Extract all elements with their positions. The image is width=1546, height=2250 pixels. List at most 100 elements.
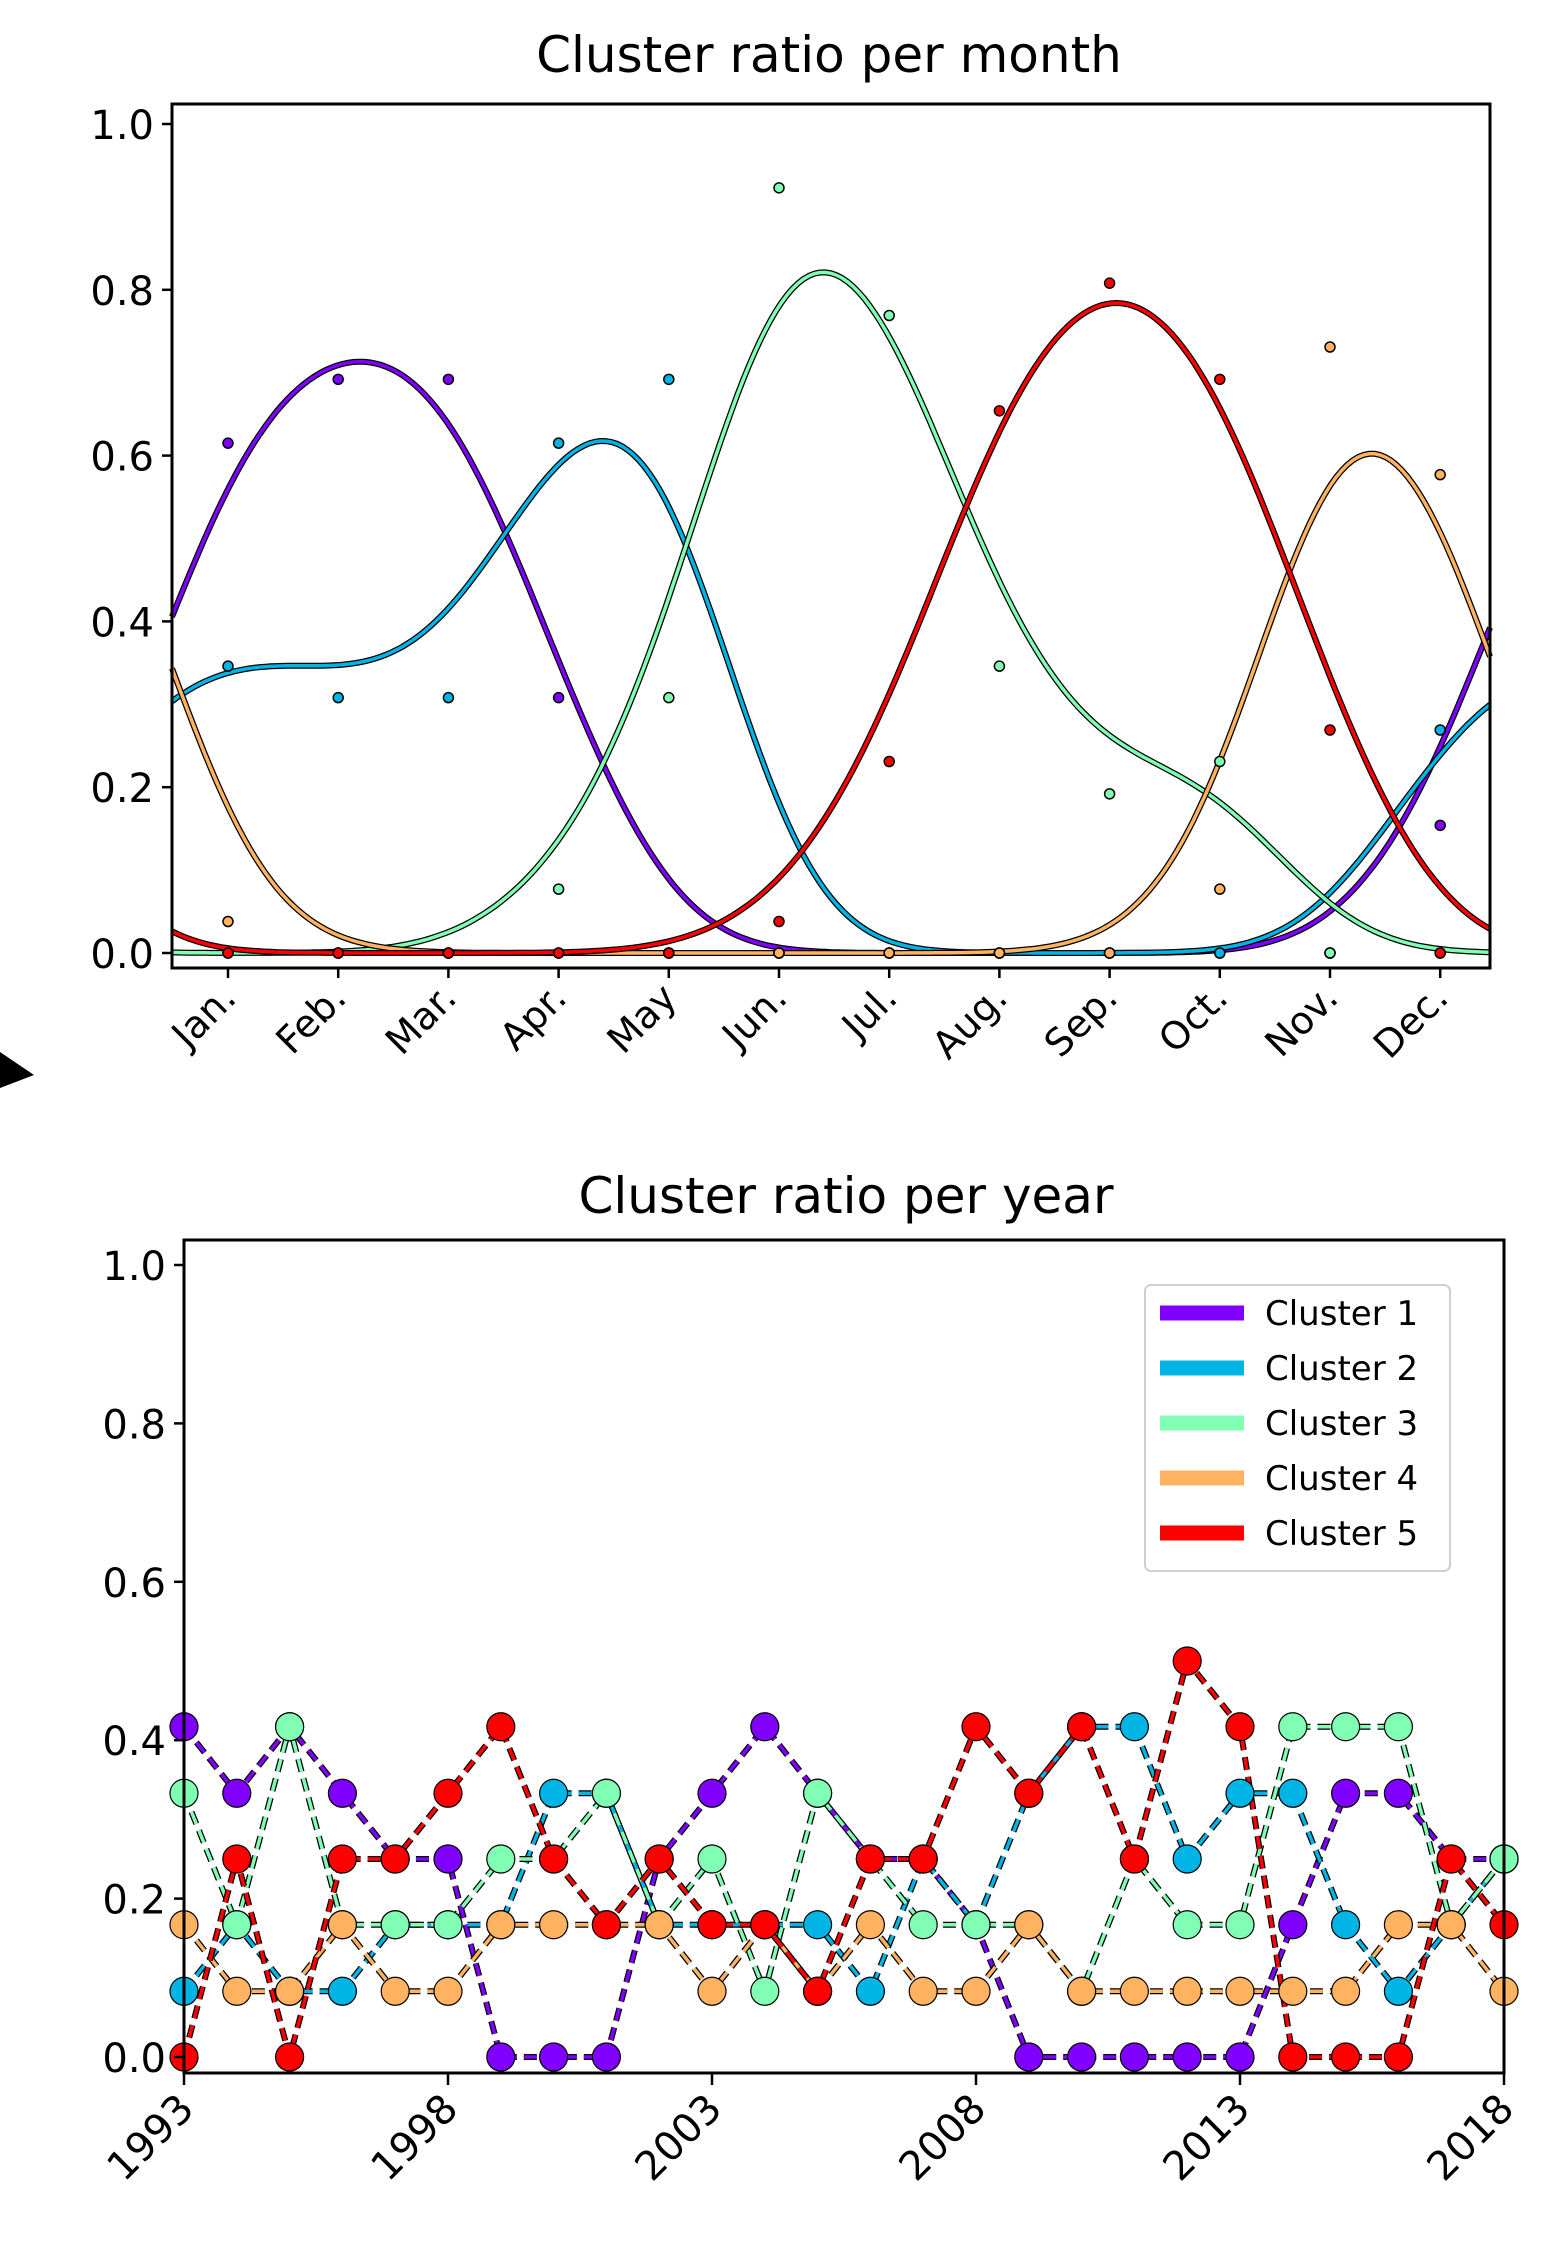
yearly-marker <box>538 1778 569 1808</box>
x-tick-label: 2008 <box>891 2086 996 2191</box>
monthly-point <box>1214 947 1226 959</box>
monthly-point <box>993 947 1006 959</box>
monthly-point <box>442 947 455 959</box>
monthly-curve-5 <box>171 301 1491 955</box>
yearly-marker <box>1225 1712 1255 1742</box>
yearly-marker <box>1278 1712 1308 1742</box>
yearly-marker <box>591 1778 622 1808</box>
monthly-curve-outline-5 <box>170 299 1492 956</box>
yearly-marker <box>1225 2042 1255 2072</box>
y-tick-label: 0.6 <box>102 1561 166 1607</box>
yearly-marker <box>908 1976 938 2006</box>
monthly-chart-title: Cluster ratio per month <box>536 26 1122 84</box>
yearly-marker <box>380 1976 410 2006</box>
y-tick-label: 1.0 <box>102 1244 166 1290</box>
yearly-marker <box>1172 2042 1202 2072</box>
yearly-marker <box>538 2042 569 2072</box>
x-tick-label: 2018 <box>1419 2086 1524 2191</box>
y-tick-label: 0.4 <box>90 600 154 646</box>
yearly-marker <box>1066 1712 1097 1742</box>
x-tick-label: Apr. <box>491 975 575 1059</box>
x-tick-label: Sep. <box>1036 975 1126 1065</box>
yearly-marker <box>1172 1646 1202 1676</box>
y-tick-label: 0.0 <box>102 2036 166 2082</box>
yearly-marker <box>538 1910 569 1940</box>
yearly-marker <box>538 1844 569 1874</box>
monthly-point <box>993 405 1006 417</box>
monthly-point <box>222 660 234 672</box>
monthly-point <box>773 182 785 194</box>
yearly-marker <box>802 1976 833 2006</box>
monthly-point <box>332 947 344 959</box>
monthly-point <box>883 947 895 959</box>
yearly-marker <box>275 1712 305 1742</box>
y-tick-label: 0.6 <box>90 435 154 481</box>
yearly-marker <box>1066 1976 1097 2006</box>
y-tick-label: 0.8 <box>90 269 154 315</box>
monthly-point <box>1434 947 1446 959</box>
y-tick-label: 0.2 <box>90 766 154 812</box>
monthly-point <box>222 437 234 449</box>
y-tick-label: 0.4 <box>102 1719 166 1765</box>
x-tick-label: 1998 <box>363 2086 468 2191</box>
monthly-point <box>663 691 675 704</box>
yearly-marker <box>961 1712 991 1742</box>
yearly-marker <box>750 1976 780 2006</box>
yearly-marker <box>591 1910 622 1940</box>
yearly-marker <box>327 1910 357 1940</box>
yearly-marker <box>222 1910 252 1940</box>
yearly-marker <box>1436 1844 1466 1874</box>
yearly-marker <box>1278 2042 1308 2072</box>
monthly-point <box>1103 788 1116 800</box>
yearly-marker <box>1330 1976 1361 2006</box>
monthly-point <box>883 309 895 322</box>
yearly-marker <box>961 1976 991 2006</box>
yearly-line-outline-1 <box>181 1721 1504 2060</box>
monthly-point <box>552 691 565 704</box>
yearly-marker <box>1225 1910 1255 1940</box>
y-tick-label: 0.8 <box>102 1402 166 1448</box>
yearly-marker <box>486 1844 516 1874</box>
legend-label-1: Cluster 1 <box>1265 1294 1418 1334</box>
yearly-marker <box>275 2042 305 2072</box>
arrow-marker <box>0 1052 34 1088</box>
yearly-marker <box>1172 1844 1202 1874</box>
y-tick-label: 0.2 <box>102 1878 166 1924</box>
yearly-marker <box>380 1910 410 1940</box>
monthly-point <box>552 437 565 449</box>
yearly-marker <box>855 1976 886 2006</box>
y-tick-label: 1.0 <box>90 103 154 149</box>
yearly-marker <box>802 1910 833 1940</box>
yearly-marker <box>433 1778 463 1808</box>
yearly-marker <box>1225 1976 1255 2006</box>
yearly-marker <box>222 1976 252 2006</box>
yearly-marker <box>1119 1712 1150 1742</box>
yearly-marker <box>961 1910 991 1940</box>
x-tick-label: Nov. <box>1256 975 1346 1065</box>
yearly-marker <box>1383 1712 1414 1742</box>
monthly-point <box>552 947 565 959</box>
monthly-curve-4 <box>170 452 1492 955</box>
monthly-point <box>552 883 565 895</box>
yearly-marker <box>1278 1778 1308 1808</box>
yearly-marker <box>433 1844 463 1874</box>
yearly-marker <box>855 1844 886 1874</box>
monthly-curve-2 <box>170 439 1492 955</box>
yearly-marker <box>1330 1712 1361 1742</box>
yearly-chart-title: Cluster ratio per year <box>578 1167 1113 1225</box>
yearly-marker <box>1225 1778 1255 1808</box>
yearly-marker <box>697 1844 727 1874</box>
legend-box <box>1144 1284 1451 1572</box>
yearly-marker <box>750 1910 780 1940</box>
monthly-point <box>1434 468 1446 481</box>
yearly-marker <box>697 1910 727 1940</box>
yearly-marker <box>1278 1910 1308 1940</box>
monthly-point <box>1324 724 1336 736</box>
x-tick-label: 2013 <box>1155 2086 1260 2191</box>
monthly-point <box>773 915 785 928</box>
monthly-chart: Cluster ratio per month 0.0 0.2 0.4 0.6 0.8 1… <box>90 26 1493 1067</box>
yearly-marker <box>802 1778 833 1808</box>
monthly-point <box>1324 341 1336 353</box>
yearly-line-3 <box>182 1719 1506 1997</box>
yearly-marker <box>433 1976 463 2006</box>
